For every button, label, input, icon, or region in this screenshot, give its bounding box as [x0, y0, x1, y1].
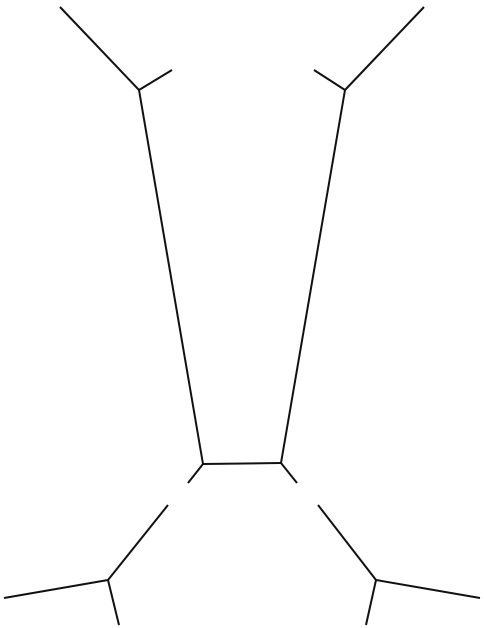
right-long-leg: [280, 89, 346, 464]
upper-right-inner-stub: [313, 69, 346, 91]
lower-right-diagonal: [317, 504, 377, 581]
lower-right-vertical-branch: [365, 579, 377, 626]
right-bridge-tick: [280, 462, 298, 484]
upper-left-outer-branch: [59, 6, 140, 91]
lower-left-diagonal: [107, 504, 169, 581]
lower-left-horizontal-branch: [3, 579, 109, 599]
upper-right-outer-branch: [344, 6, 425, 91]
left-bridge-tick: [187, 463, 204, 484]
lower-left-vertical-branch: [107, 579, 120, 626]
upper-left-inner-stub: [138, 69, 173, 91]
lower-right-horizontal-branch: [375, 579, 481, 599]
left-long-leg: [138, 89, 204, 465]
center-bridge: [202, 462, 282, 465]
